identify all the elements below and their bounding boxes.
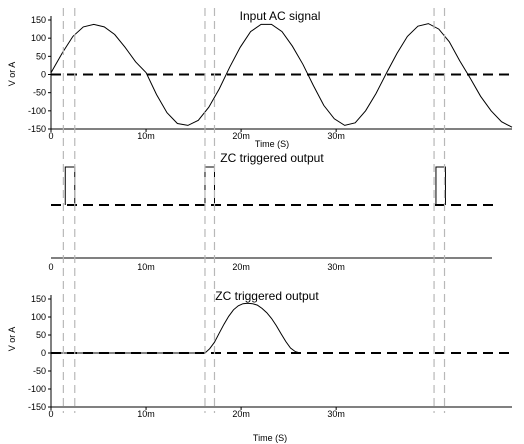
signal-line xyxy=(50,23,513,128)
y-axis-label: V or A xyxy=(7,327,17,352)
x-tick-label: 20m xyxy=(232,262,250,272)
x-tick-label: 10m xyxy=(137,262,155,272)
y-tick-label: 50 xyxy=(36,51,46,61)
x-tick-label: 20m xyxy=(232,409,250,419)
x-tick-label: 0 xyxy=(48,409,53,419)
x-axis-label: Time (S) xyxy=(255,139,289,149)
x-tick-label: 20m xyxy=(232,131,250,141)
x-tick-label: 10m xyxy=(137,131,155,141)
y-tick-label: -100 xyxy=(28,384,46,394)
panel-zc-triggered-output-2: ZC triggered output V or A Time (S) 150 1… xyxy=(7,289,512,443)
y-tick-label: 0 xyxy=(41,70,46,80)
y-tick-label: 100 xyxy=(31,33,46,43)
trigger-pulse xyxy=(64,166,76,205)
y-tick-label: 50 xyxy=(36,330,46,340)
chart-title: ZC triggered output xyxy=(220,151,324,165)
y-tick-label: -150 xyxy=(28,402,46,412)
chart-title: ZC triggered output xyxy=(215,289,319,303)
x-tick-label: 30m xyxy=(327,409,345,419)
y-tick-label: 100 xyxy=(31,312,46,322)
x-tick-label: 0 xyxy=(48,131,53,141)
y-tick-label: -150 xyxy=(28,124,46,134)
y-tick-label: -50 xyxy=(33,366,46,376)
y-tick-label: 150 xyxy=(31,294,46,304)
signal-line xyxy=(51,302,301,354)
y-tick-label: 150 xyxy=(31,15,46,25)
x-axis-label: Time (S) xyxy=(253,433,287,443)
zero-cross-markers xyxy=(62,8,446,413)
x-tick-label: 10m xyxy=(137,409,155,419)
chart-title: Input AC signal xyxy=(240,9,321,23)
x-tick-label: 30m xyxy=(327,262,345,272)
y-axis-label: V or A xyxy=(7,62,17,87)
trigger-pulse xyxy=(435,166,446,205)
y-tick-label: 0 xyxy=(41,348,46,358)
panel-input-ac-signal: Input AC signal V or A Time (S) 150 100 50… xyxy=(7,9,513,149)
trigger-pulse xyxy=(204,166,215,205)
panel-zc-triggered-output-1: ZC triggered output 0 10m 20m 30m xyxy=(48,151,498,272)
y-tick-label: -100 xyxy=(28,106,46,116)
x-tick-label: 30m xyxy=(327,131,345,141)
x-tick-label: 0 xyxy=(48,262,53,272)
y-tick-label: -50 xyxy=(33,88,46,98)
